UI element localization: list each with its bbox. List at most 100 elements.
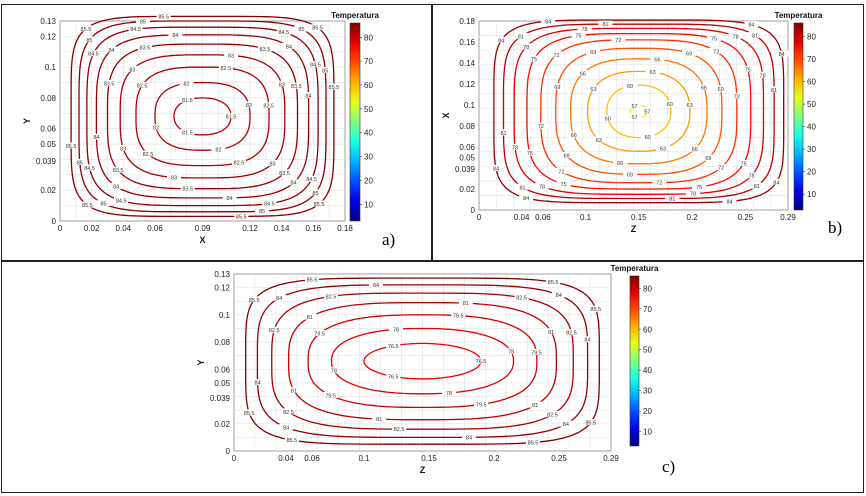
contour-label: 72 — [538, 124, 544, 130]
contour-label: 82.5 — [143, 152, 154, 158]
colorbar-tick-label: 30 — [643, 387, 652, 396]
colorbar-tick-label: 60 — [364, 81, 373, 90]
contour-label-bg — [326, 83, 341, 90]
x-tick-label: 0.12 — [242, 224, 258, 233]
contour-label: 85.5 — [314, 202, 325, 208]
contour-label: 81 — [548, 330, 554, 336]
contour-label-bg — [591, 136, 606, 143]
contour-line — [606, 84, 672, 139]
contour-label: 81 — [518, 34, 524, 40]
y-tick-label: 0.13 — [40, 17, 56, 26]
contour-label-bg — [728, 32, 743, 39]
colorbar — [793, 22, 804, 211]
contour-label-bg — [722, 197, 737, 204]
contour-label-bg — [701, 154, 716, 161]
contour-label: 63 — [660, 146, 666, 152]
contour-label: 72 — [656, 181, 662, 187]
contour-label: 78 — [760, 73, 766, 79]
contour-label-bg — [528, 401, 543, 408]
contour-label: 82.5 — [234, 161, 245, 167]
contour-label-bg — [622, 170, 637, 177]
y-tick-label: 0.08 — [40, 94, 56, 103]
contour-label: 75 — [527, 151, 533, 157]
contour-label-bg — [128, 25, 143, 32]
contour-label: 85.5 — [329, 85, 340, 91]
contour-label-bg — [550, 83, 565, 90]
contour-label-bg — [566, 131, 581, 138]
contour-label: 66 — [692, 147, 698, 153]
panel-b: 0 0.04 0.06 0.1 0.15 0.2 0.25 0.29 0 0.02 0.039 0.0… — [432, 4, 864, 261]
colorbar-tick-label: 20 — [807, 168, 816, 177]
y-tick-label: 0.08 — [214, 338, 230, 347]
contour-label-bg — [149, 124, 164, 131]
contour-label: 84.5 — [88, 52, 99, 58]
contour-label: 60 — [627, 84, 633, 90]
contour-label-bg — [613, 159, 628, 166]
contour-label: 66 — [654, 57, 660, 63]
y-tick-label: 0.13 — [214, 270, 230, 279]
contour-label: 85.5 — [548, 280, 559, 286]
contour-label: 78 — [690, 192, 696, 198]
contour-label-bg — [274, 80, 289, 87]
contour-label-bg — [652, 179, 667, 186]
contour-label-bg — [474, 357, 488, 364]
contour-label-bg — [318, 66, 333, 73]
contour-label-bg — [242, 409, 257, 416]
contour-label: 85.5 — [286, 438, 297, 444]
contour-label-bg — [96, 200, 111, 207]
contour-label-bg — [218, 64, 233, 71]
colorbar-tick-label: 20 — [643, 407, 652, 416]
y-tick-label: 0.039 — [455, 165, 476, 174]
contour-label-bg — [78, 25, 93, 32]
contour-label: 85 — [312, 191, 318, 197]
contour-label: 63 — [590, 87, 596, 93]
contour-label: 85 — [259, 209, 265, 215]
colorbar-tick-label: 20 — [364, 176, 373, 185]
contour-label-bg — [262, 200, 277, 207]
contour-label-bg — [640, 107, 655, 114]
y-tick-label: 0.1 — [464, 101, 476, 110]
x-tick-label: 0 — [477, 213, 482, 222]
contour-label-bg — [729, 92, 744, 99]
contour-label: 84 — [227, 196, 233, 202]
contour-label-bg — [706, 35, 721, 42]
contour-label: 81 — [752, 33, 758, 39]
contour-label-bg — [64, 142, 79, 149]
contour-label: 84 — [172, 33, 178, 39]
contour-label: 66 — [617, 161, 623, 167]
contour-label-bg — [284, 436, 299, 443]
contour-label: 84 — [466, 435, 472, 441]
contour-label: 66 — [580, 71, 586, 77]
y-axis-label: Y — [22, 118, 32, 124]
contour-label-bg — [72, 158, 87, 165]
contour-label: 81 — [376, 417, 382, 423]
contour-label-bg — [496, 129, 511, 136]
colorbar-title: Temperatura — [611, 264, 659, 273]
y-tick-label: 0.14 — [459, 59, 475, 68]
contour-label-bg — [474, 400, 489, 407]
contour-label: 57 — [632, 104, 638, 110]
contour-label-bg — [372, 415, 387, 422]
contour-label: 78 — [512, 145, 518, 151]
contour-label: 78 — [393, 327, 399, 333]
contour-label: 76.5 — [388, 344, 399, 350]
contour-label: 85.5 — [249, 298, 260, 304]
contour-label-bg — [580, 336, 595, 343]
contour-label: 69 — [718, 87, 724, 93]
contour-label-bg — [140, 150, 155, 157]
contour-label: 81.5 — [182, 131, 193, 137]
contour-label: 81 — [669, 196, 675, 202]
x-tick-label: 0.16 — [306, 224, 322, 233]
colorbar-tick-label: 80 — [643, 284, 652, 293]
colorbar-tick-label: 60 — [807, 78, 816, 87]
contour-label-bg — [241, 101, 256, 108]
contour-label: 85.5 — [307, 278, 318, 284]
contour-label: 83 — [228, 53, 234, 59]
contour-label: 85.5 — [81, 27, 92, 33]
x-tick-label: 0.06 — [535, 213, 551, 222]
y-tick-label: 0.08 — [459, 122, 475, 131]
contour-label: 81.5 — [226, 114, 237, 120]
contour-line — [287, 301, 558, 421]
contour-label: 79.5 — [531, 350, 542, 356]
y-axis-label: X — [441, 112, 451, 118]
